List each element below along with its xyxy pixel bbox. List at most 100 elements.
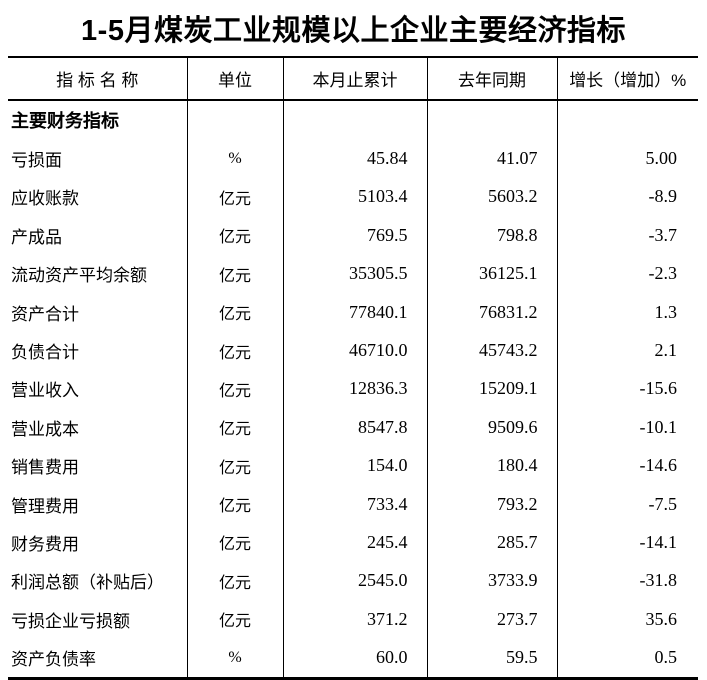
table-row: 亏损面 % 45.84 41.07 5.00 [8, 139, 698, 178]
value-last-year: 41.07 [426, 139, 557, 178]
table-row: 营业收入 亿元 12836.3 15209.1 -15.6 [8, 369, 698, 409]
value-last-year: 180.4 [426, 446, 557, 485]
section-empty-cell [282, 100, 427, 140]
value-growth-percent: 5.00 [556, 139, 698, 178]
indicator-name: 负债合计 [11, 343, 79, 363]
indicator-unit: 亿元 [186, 446, 283, 485]
column-header-unit: 单位 [186, 57, 283, 101]
table-row: 资产合计 亿元 77840.1 76831.2 1.3 [8, 292, 698, 332]
table-body: 主要财务指标 亏损面 % 45.84 41.07 5.00 应收账款 亿元 51… [8, 100, 698, 679]
indicator-unit: 亿元 [186, 177, 283, 217]
table-row: 产成品 亿元 769.5 798.8 -3.7 [8, 216, 698, 255]
indicator-unit: 亿元 [186, 484, 283, 524]
value-current-cumulative: 769.5 [282, 216, 427, 255]
table-row: 财务费用 亿元 245.4 285.7 -14.1 [8, 523, 698, 562]
value-last-year: 36125.1 [426, 254, 557, 293]
table-row: 营业成本 亿元 8547.8 9509.6 -10.1 [8, 408, 698, 447]
indicator-name: 销售费用 [11, 458, 79, 478]
section-empty-cell [426, 100, 557, 140]
value-last-year: 798.8 [426, 216, 557, 255]
value-last-year: 5603.2 [426, 177, 557, 217]
column-header-growth-percent: 增长（增加）% [556, 57, 698, 101]
value-growth-percent: -10.1 [556, 408, 698, 447]
value-last-year: 285.7 [426, 523, 557, 562]
value-last-year: 9509.6 [426, 408, 557, 447]
indicator-unit: 亿元 [186, 600, 283, 639]
value-current-cumulative: 5103.4 [282, 177, 427, 217]
value-current-cumulative: 35305.5 [282, 254, 427, 293]
table-row: 流动资产平均余额 亿元 35305.5 36125.1 -2.3 [8, 254, 698, 293]
indicator-name: 流动资产平均余额 [11, 266, 147, 286]
indicator-name: 管理费用 [11, 496, 79, 516]
indicator-name: 亏损面 [11, 151, 62, 171]
value-current-cumulative: 154.0 [282, 446, 427, 485]
table-row: 管理费用 亿元 733.4 793.2 -7.5 [8, 484, 698, 524]
indicator-unit: 亿元 [186, 523, 283, 562]
section-header-label: 主要财务指标 [11, 111, 119, 132]
value-growth-percent: 0.5 [556, 638, 698, 679]
value-current-cumulative: 77840.1 [282, 292, 427, 332]
indicator-unit: 亿元 [186, 369, 283, 409]
indicator-name: 利润总额（补贴后） [11, 573, 164, 593]
value-last-year: 76831.2 [426, 292, 557, 332]
value-last-year: 15209.1 [426, 369, 557, 409]
indicator-name: 亏损企业亏损额 [11, 611, 130, 631]
value-last-year: 3733.9 [426, 561, 557, 601]
value-growth-percent: -7.5 [556, 484, 698, 524]
indicator-name: 营业收入 [11, 381, 79, 401]
value-current-cumulative: 245.4 [282, 523, 427, 562]
value-growth-percent: -15.6 [556, 369, 698, 409]
page-title: 1-5月煤炭工业规模以上企业主要经济指标 [81, 15, 626, 47]
value-current-cumulative: 8547.8 [282, 408, 427, 447]
table-header: 指 标 名 称 单位 本月止累计 去年同期 增长（增加）% [8, 57, 698, 101]
indicator-unit: 亿元 [186, 331, 283, 370]
value-current-cumulative: 733.4 [282, 484, 427, 524]
indicator-name: 资产合计 [11, 304, 79, 324]
indicator-unit: 亿元 [186, 408, 283, 447]
value-last-year: 59.5 [426, 638, 557, 679]
section-empty-cell [556, 100, 698, 140]
section-header-row: 主要财务指标 [8, 100, 698, 140]
column-header-current-cumulative: 本月止累计 [282, 57, 427, 101]
value-growth-percent: 2.1 [556, 331, 698, 370]
indicator-name: 应收账款 [11, 189, 79, 209]
value-growth-percent: -14.6 [556, 446, 698, 485]
value-growth-percent: -8.9 [556, 177, 698, 217]
value-current-cumulative: 371.2 [282, 600, 427, 639]
value-growth-percent: 1.3 [556, 292, 698, 332]
value-current-cumulative: 60.0 [282, 638, 427, 679]
section-empty-cell [186, 100, 283, 140]
value-current-cumulative: 2545.0 [282, 561, 427, 601]
indicator-name: 营业成本 [11, 419, 79, 439]
indicator-unit: 亿元 [186, 254, 283, 293]
value-growth-percent: -2.3 [556, 254, 698, 293]
table-row: 资产负债率 % 60.0 59.5 0.5 [8, 638, 698, 679]
value-current-cumulative: 12836.3 [282, 369, 427, 409]
indicator-name: 财务费用 [11, 534, 79, 554]
table-row: 销售费用 亿元 154.0 180.4 -14.6 [8, 446, 698, 485]
value-last-year: 45743.2 [426, 331, 557, 370]
indicator-unit: 亿元 [186, 292, 283, 332]
indicator-unit: 亿元 [186, 561, 283, 601]
indicator-unit: % [186, 638, 283, 679]
value-current-cumulative: 46710.0 [282, 331, 427, 370]
table-row: 亏损企业亏损额 亿元 371.2 273.7 35.6 [8, 600, 698, 639]
indicator-unit: 亿元 [186, 216, 283, 255]
value-growth-percent: 35.6 [556, 600, 698, 639]
indicator-name: 资产负债率 [11, 650, 96, 670]
value-last-year: 273.7 [426, 600, 557, 639]
table-row: 应收账款 亿元 5103.4 5603.2 -8.9 [8, 177, 698, 217]
indicator-unit: % [186, 139, 283, 178]
table-row: 利润总额（补贴后） 亿元 2545.0 3733.9 -31.8 [8, 561, 698, 601]
column-header-last-year-same-period: 去年同期 [426, 57, 557, 101]
value-current-cumulative: 45.84 [282, 139, 427, 178]
table-row: 负债合计 亿元 46710.0 45743.2 2.1 [8, 331, 698, 370]
column-header-indicator-name: 指 标 名 称 [8, 57, 187, 101]
value-growth-percent: -3.7 [556, 216, 698, 255]
value-growth-percent: -14.1 [556, 523, 698, 562]
indicators-table: 指 标 名 称 单位 本月止累计 去年同期 增长（增加）% 主要财务指标 亏损面… [8, 56, 698, 680]
indicator-name: 产成品 [11, 227, 62, 247]
value-last-year: 793.2 [426, 484, 557, 524]
value-growth-percent: -31.8 [556, 561, 698, 601]
header-row: 指 标 名 称 单位 本月止累计 去年同期 增长（增加）% [8, 57, 698, 101]
